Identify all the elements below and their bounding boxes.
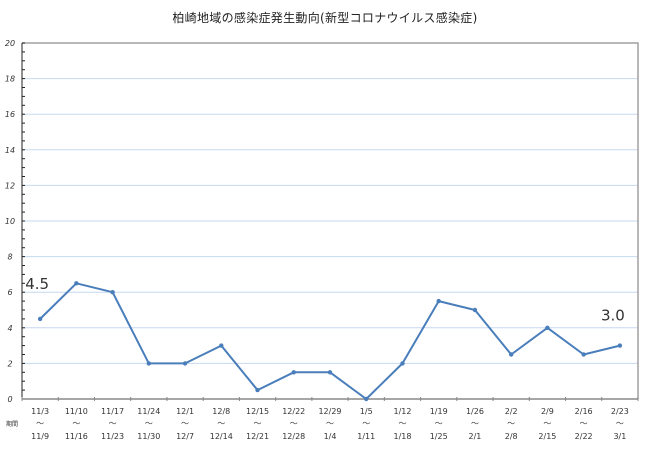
x-axis: 11/3 ～ 11/9 11/10 ～ 11/16 11/17 ～ 11/23 11/24 ～ 11/… [6,397,639,441]
data-point [436,298,441,304]
data-series [37,281,623,402]
x-label-end: 11/16 [65,432,88,441]
data-point [327,370,333,375]
x-label-end: 2/8 [505,432,518,441]
x-label-separator: ～ [616,419,624,428]
chart-title: 柏崎地域の感染症発生動向(新型コロナウイルス感染症) [172,11,478,25]
y-tick-label: 2 [7,359,12,368]
x-label-separator: ～ [543,419,551,428]
x-label-start: 11/24 [137,407,160,416]
data-point [219,343,224,348]
plot-frame [22,42,639,399]
data-point [508,352,514,357]
x-label-start: 12/22 [282,407,305,416]
x-label-start: 12/1 [176,407,194,416]
x-label-end: 2/22 [575,432,593,441]
x-label-separator: ～ [435,419,443,428]
x-label-start: 11/10 [65,407,88,416]
series-line [39,282,621,400]
data-point [400,361,405,366]
y-tick-label: 14 [5,146,15,155]
x-axis-title: 期間 [6,420,18,428]
data-point [291,370,296,375]
x-label-separator: ～ [145,419,153,428]
x-label-separator: ～ [362,419,370,428]
grid-lines [22,78,638,364]
data-point [182,361,188,366]
x-label-separator: ～ [254,419,262,428]
data-point [74,281,79,286]
y-tick-label: 16 [5,110,15,119]
x-label-end: 2/15 [538,432,556,441]
plot-border [22,42,639,399]
x-label-separator: ～ [290,419,298,428]
x-label-separator: ～ [36,419,44,428]
x-label-separator: ～ [181,419,189,428]
x-label-end: 1/18 [393,432,411,441]
x-label-end: 1/11 [357,432,375,441]
x-label-start: 1/12 [393,407,411,416]
x-label-separator: ～ [217,419,225,428]
y-tick-label: 10 [5,217,15,226]
y-tick-label: 18 [5,75,15,84]
x-label-start: 12/29 [318,407,341,416]
x-label-start: 1/5 [360,407,373,416]
x-label-start: 1/26 [466,407,484,416]
y-tick-label: 8 [7,253,12,262]
x-label-end: 12/21 [246,432,269,441]
x-label-end: 1/25 [430,432,448,441]
x-label-separator: ～ [326,419,334,428]
x-label-end: 12/7 [176,432,194,441]
y-tick-label: 4 [7,324,12,333]
x-label-start: 11/17 [101,407,124,416]
y-tick-label: 20 [5,39,15,48]
data-point [255,387,260,393]
x-label-separator: ～ [398,419,406,428]
x-label-end: 1/4 [324,432,337,441]
data-label: 3.0 [601,307,625,325]
x-label-separator: ～ [471,419,479,428]
x-label-end: 12/28 [282,432,305,441]
y-tick-label: 0 [7,395,12,404]
data-annotations: 4.5 3.0 [25,275,625,325]
x-label-end: 12/14 [210,432,233,441]
x-label-start: 1/19 [430,407,448,416]
x-label-start: 2/9 [541,407,554,416]
x-label-end: 2/1 [469,432,482,441]
data-point [110,290,115,295]
data-point [37,316,43,322]
y-tick-label: 6 [7,288,12,297]
x-label-end: 11/9 [31,432,49,441]
data-point [617,343,623,348]
x-label-end: 3/1 [613,432,626,441]
data-point [364,396,369,402]
x-label-separator: ～ [109,419,117,428]
x-label-end: 11/23 [101,432,124,441]
data-point [472,307,478,313]
y-tick-label: 12 [5,181,15,190]
data-label: 4.5 [25,275,49,293]
x-label-separator: ～ [580,419,588,428]
x-label-start: 2/16 [575,407,593,416]
data-point [146,361,152,366]
data-point [545,325,550,330]
data-point [581,352,586,357]
x-label-start: 12/8 [212,407,230,416]
x-label-separator: ～ [507,419,515,428]
y-axis: 0 2 4 6 8 10 12 14 16 18 20 [5,39,25,404]
x-label-start: 2/23 [611,407,629,416]
x-label-end: 11/30 [137,432,160,441]
x-label-start: 11/3 [31,407,49,416]
x-label-start: 2/2 [505,407,518,416]
x-label-start: 12/15 [246,407,269,416]
x-label-separator: ～ [72,419,80,428]
